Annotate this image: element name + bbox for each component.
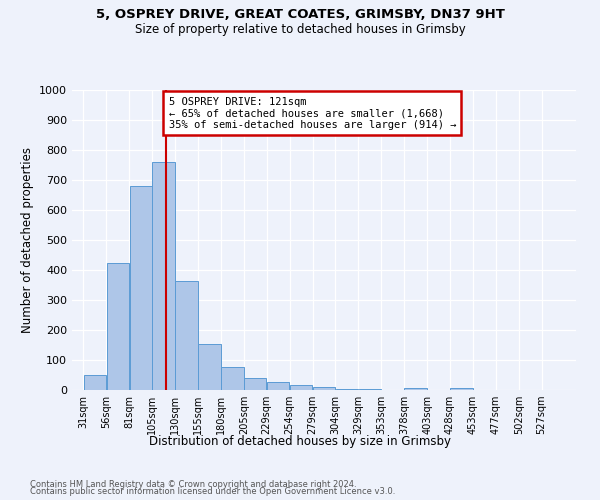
- Text: Contains public sector information licensed under the Open Government Licence v3: Contains public sector information licen…: [30, 488, 395, 496]
- Bar: [175, 281, 198, 390]
- Bar: [404, 388, 427, 390]
- Bar: [267, 382, 289, 390]
- Bar: [359, 388, 381, 390]
- Y-axis label: Number of detached properties: Number of detached properties: [20, 147, 34, 333]
- Bar: [335, 388, 358, 390]
- Text: Size of property relative to detached houses in Grimsby: Size of property relative to detached ho…: [134, 22, 466, 36]
- Bar: [83, 375, 106, 390]
- Text: Distribution of detached houses by size in Grimsby: Distribution of detached houses by size …: [149, 435, 451, 448]
- Text: 5, OSPREY DRIVE, GREAT COATES, GRIMSBY, DN37 9HT: 5, OSPREY DRIVE, GREAT COATES, GRIMSBY, …: [95, 8, 505, 20]
- Bar: [152, 162, 175, 390]
- Bar: [198, 344, 221, 390]
- Bar: [107, 262, 129, 390]
- Bar: [130, 186, 152, 390]
- Text: 5 OSPREY DRIVE: 121sqm
← 65% of detached houses are smaller (1,668)
35% of semi-: 5 OSPREY DRIVE: 121sqm ← 65% of detached…: [169, 96, 456, 130]
- Bar: [290, 385, 313, 390]
- Bar: [450, 388, 473, 390]
- Bar: [221, 367, 244, 390]
- Bar: [244, 378, 266, 390]
- Text: Contains HM Land Registry data © Crown copyright and database right 2024.: Contains HM Land Registry data © Crown c…: [30, 480, 356, 489]
- Bar: [313, 387, 335, 390]
